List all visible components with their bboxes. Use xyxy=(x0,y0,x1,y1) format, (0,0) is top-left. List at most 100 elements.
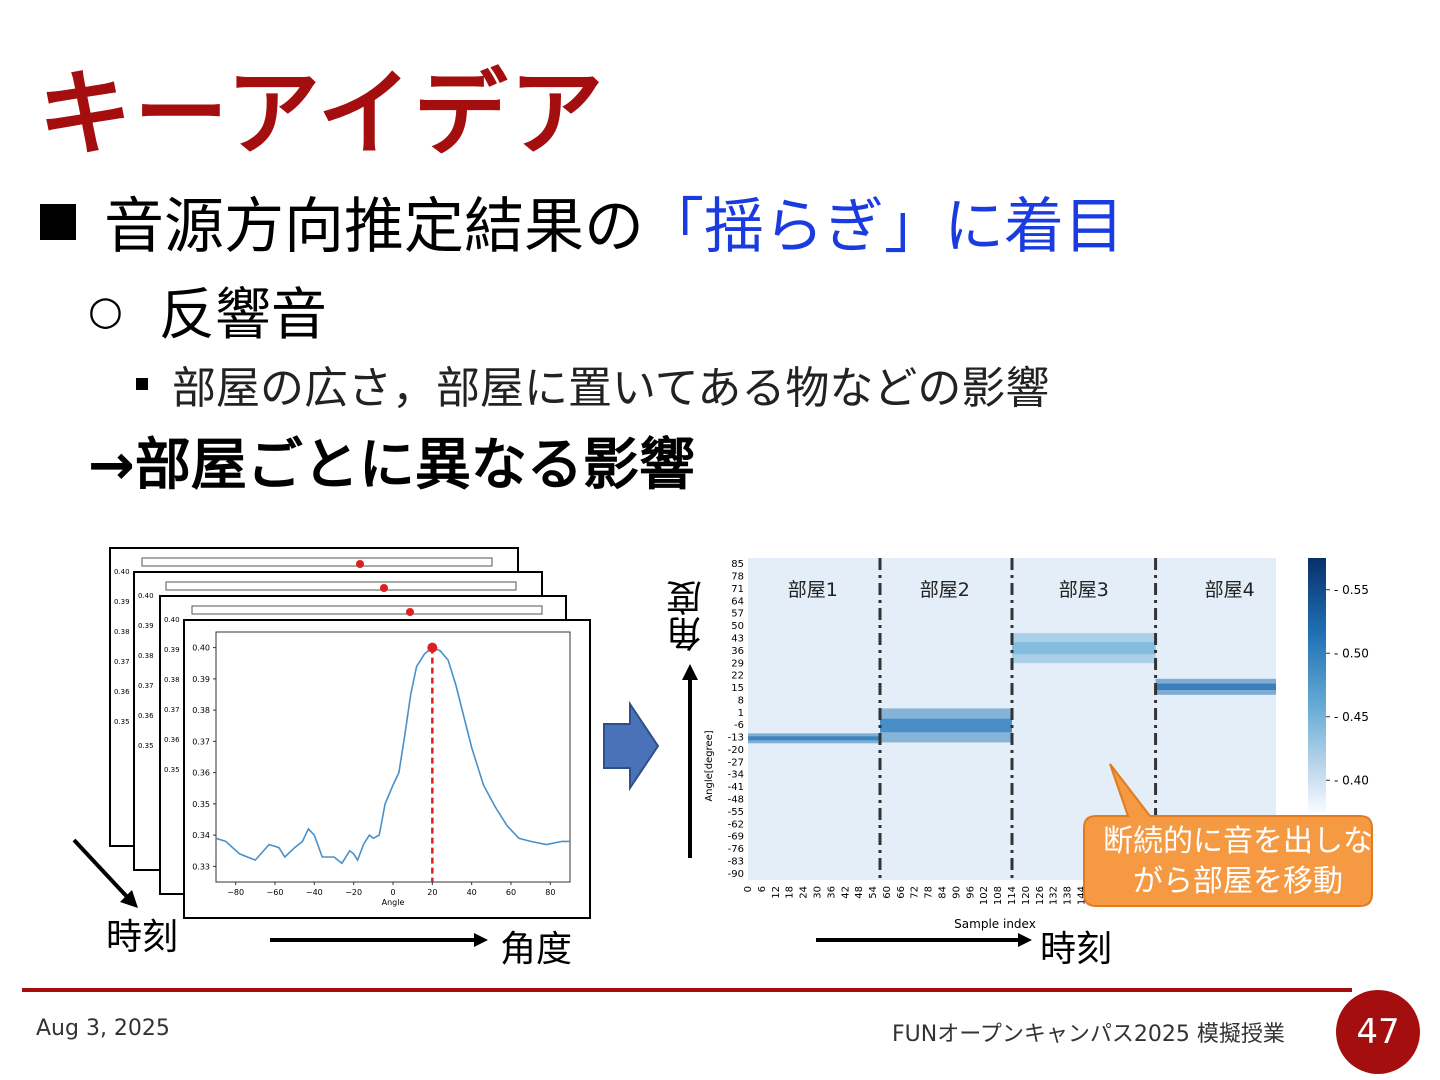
heatmap-y-tick-label: 43 xyxy=(731,634,744,645)
bullet2-text: 反響音 xyxy=(158,283,327,348)
room-label: 部屋2 xyxy=(920,579,970,601)
x-tick-label: 60 xyxy=(506,888,516,897)
colorbar-tick-label: - 0.45 xyxy=(1334,710,1369,724)
back-tick-label: 0.37 xyxy=(114,658,130,666)
heatmap-y-tick-label: -48 xyxy=(728,795,744,806)
heatmap-y-tick-label: 1 xyxy=(738,708,744,719)
heatmap-x-tick-label: 144 xyxy=(1076,886,1087,905)
back-peak-marker xyxy=(406,608,414,616)
time-right-arrow-head-icon xyxy=(1018,933,1032,947)
back-tick-label: 0.37 xyxy=(164,706,180,714)
callout-text: 断続的に音を出しながら部屋を移動 xyxy=(1103,824,1373,899)
heatmap-x-tick-label: 36 xyxy=(826,886,837,899)
heatmap-y-tick-label: -41 xyxy=(728,782,744,793)
heatmap-y-tick-label: 71 xyxy=(731,584,744,595)
left-time-label: 時刻 xyxy=(106,917,179,958)
back-tick-label: 0.35 xyxy=(114,718,130,726)
heatmap-x-tick-label: 78 xyxy=(924,886,935,899)
back-tick-label: 0.39 xyxy=(164,646,180,654)
heatmap-x-tick-label: 6 xyxy=(757,886,768,892)
heatmap-y-tick-label: -69 xyxy=(728,832,744,843)
back-tick-label: 0.36 xyxy=(114,688,130,696)
heatmap-x-tick-label: 42 xyxy=(840,886,851,899)
front-y-tick-labels: 0.40 0.39 0.38 0.37 0.36 0.35 0.34 0.33 xyxy=(192,644,216,871)
back-tick-label: 0.40 xyxy=(114,568,130,576)
bullet-level3: 部屋の広さ，部屋に置いてある物などの影響 xyxy=(136,352,1049,416)
heatmap-x-tick-label: 60 xyxy=(882,886,893,899)
heatmap-x-label: Sample index xyxy=(954,917,1036,931)
y-tick-label: 0.37 xyxy=(192,737,210,746)
heatmap-x-tick-label: 120 xyxy=(1021,886,1032,905)
heatmap-y-tick-label: -13 xyxy=(728,733,744,744)
heatmap-y-tick-label: 22 xyxy=(731,671,744,682)
room-label: 部屋3 xyxy=(1059,579,1109,601)
front-x-tick-labels: −80 −60 −40 −20 0 20 40 60 80 xyxy=(227,882,555,897)
heatmap-x-tick-label: 30 xyxy=(812,886,823,899)
heatmap-y-tick-label: -62 xyxy=(728,819,744,830)
heatmap-y-tick-label: -83 xyxy=(728,856,744,867)
bullet-level1: 音源方向推定結果の 「揺らぎ」に着目 xyxy=(40,178,1124,265)
heatmap-x-tick-label: 108 xyxy=(993,886,1004,905)
heatmap-y-tick-label: -34 xyxy=(728,770,744,781)
y-tick-label: 0.33 xyxy=(192,862,210,871)
heatmap-y-tick-label: 8 xyxy=(738,695,744,706)
heatmap-band-core xyxy=(880,718,1012,733)
x-tick-label: 0 xyxy=(390,888,395,897)
heatmap-y-tick-label: 36 xyxy=(731,646,744,657)
back-tick-label: 0.38 xyxy=(164,676,180,684)
back-axes-edge xyxy=(191,605,543,615)
slide-title: キーアイデア xyxy=(38,60,606,169)
bullet1-text: 音源方向推定結果の xyxy=(104,192,644,262)
back-tick-label: 0.35 xyxy=(138,742,154,750)
heatmap-x-tick-label: 90 xyxy=(951,886,962,899)
heatmap-y-tick-label: 29 xyxy=(731,658,744,669)
heatmap-x-tick-label: 126 xyxy=(1035,886,1046,905)
back-peak-marker xyxy=(356,560,364,568)
right-time-label: 時刻 xyxy=(1040,929,1113,970)
heatmap-x-tick-label: 102 xyxy=(979,886,990,905)
back-tick-label: 0.39 xyxy=(114,598,130,606)
room-label: 部屋4 xyxy=(1205,579,1255,601)
stacked-plots-figure: 0.40 0.39 0.38 0.37 0.36 0.35 0.40 0.39 0.38 0.37… xyxy=(72,547,591,947)
back-axes-edge xyxy=(165,581,517,591)
heatmap-y-tick-label: 64 xyxy=(731,596,744,607)
back-axes-edge xyxy=(141,557,493,567)
heatmap-y-tick-label: 50 xyxy=(731,621,744,632)
back-tick-label: 0.40 xyxy=(164,616,180,624)
footer-divider xyxy=(22,988,1352,992)
back-plot-peaks xyxy=(356,560,414,616)
peak-marker xyxy=(427,642,438,653)
back-tick-label: 0.35 xyxy=(164,766,180,774)
angle-arrow-head-icon xyxy=(474,933,488,947)
heatmap-x-tick-label: 84 xyxy=(938,886,949,899)
x-tick-label: −40 xyxy=(306,888,323,897)
back-tick-label: 0.37 xyxy=(138,682,154,690)
back-peak-marker xyxy=(380,584,388,592)
footer-event: FUNオープンキャンパス2025 模擬授業 xyxy=(892,1022,1285,1047)
heatmap-x-tick-label: 48 xyxy=(854,886,865,899)
x-tick-label: 40 xyxy=(467,888,477,897)
heatmap-y-tick-label: 78 xyxy=(731,572,744,583)
heatmap-x-tick-label: 0 xyxy=(743,886,754,892)
y-tick-label: 0.35 xyxy=(192,800,210,809)
back-tick-label: 0.39 xyxy=(138,622,154,630)
back-tick-label: 0.40 xyxy=(138,592,154,600)
footer-date: Aug 3, 2025 xyxy=(36,1016,170,1041)
angle-up-arrow-head-icon xyxy=(682,664,698,680)
x-tick-label: −80 xyxy=(227,888,244,897)
callout-bubble xyxy=(1083,763,1373,907)
heatmap-y-tick-labels: 857871645750433629221581-6-13-20-27-34-4… xyxy=(728,559,744,880)
conclusion-text: →部屋ごとに異なる影響 xyxy=(88,433,695,498)
heatmap-y-tick-label: -27 xyxy=(728,757,744,768)
back-tick-label: 0.38 xyxy=(114,628,130,636)
x-tick-label: −60 xyxy=(267,888,284,897)
heatmap-band-core xyxy=(1012,642,1156,655)
y-tick-label: 0.34 xyxy=(192,831,210,840)
heatmap-x-tick-label: 138 xyxy=(1063,886,1074,905)
heatmap-y-tick-label: 15 xyxy=(731,683,744,694)
colorbar-tick-labels: - 0.55 - 0.50 - 0.45 - 0.40 xyxy=(1326,583,1369,787)
heatmap-x-tick-label: 12 xyxy=(771,886,782,899)
heatmap-y-tick-label: -6 xyxy=(734,720,744,731)
back-tick-label: 0.36 xyxy=(164,736,180,744)
left-angle-label: 角度 xyxy=(500,929,573,970)
